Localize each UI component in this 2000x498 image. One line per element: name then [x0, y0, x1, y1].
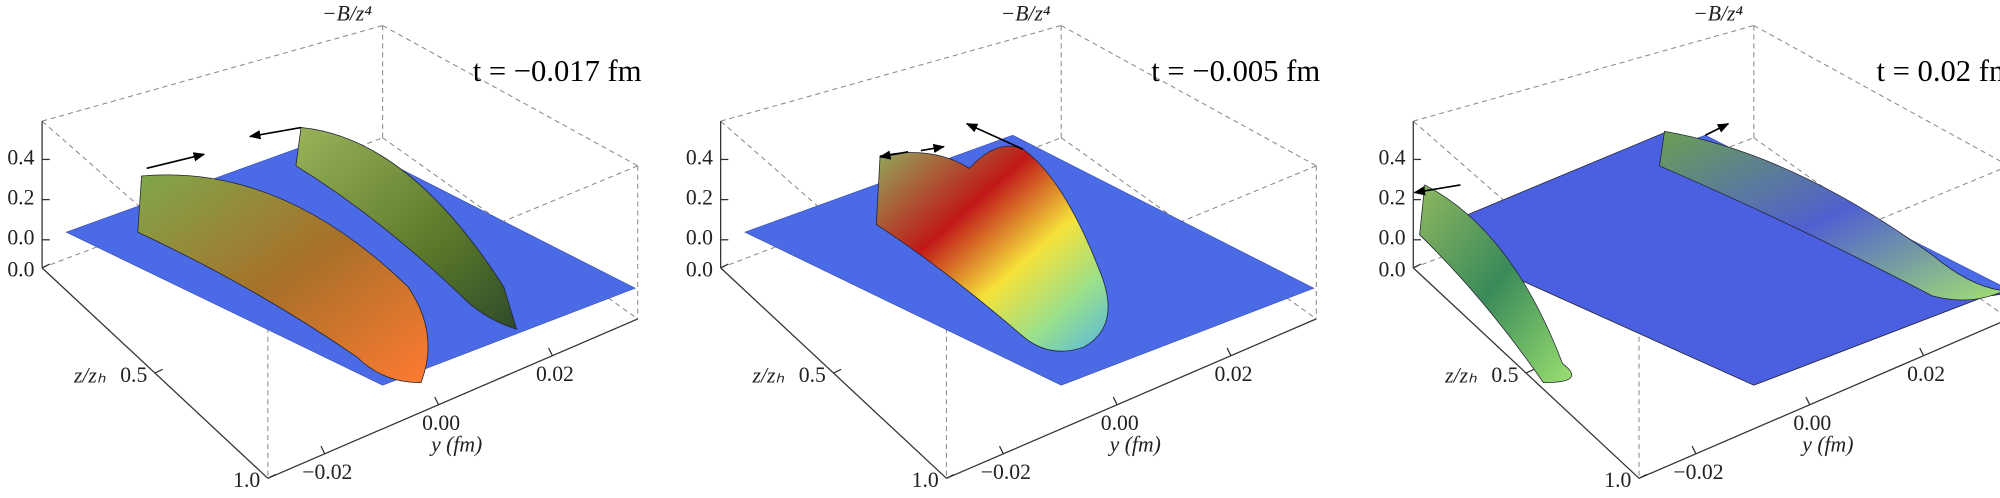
box-edge	[41, 120, 269, 320]
x-tick-label: 0.0	[1379, 258, 1406, 282]
y-axis-label: y (fm)	[1800, 432, 1853, 456]
x-tick-label: 0.0	[7, 258, 34, 282]
box-edge	[382, 25, 639, 167]
x-tick-label: 0.5	[799, 363, 826, 387]
x-axis-label: z/zₕ	[1444, 364, 1477, 388]
x-axis-label: z/zₕ	[752, 364, 785, 388]
surface	[875, 145, 1109, 352]
tick-mark	[320, 445, 326, 455]
tick-mark	[1226, 347, 1232, 356]
tick-mark	[1919, 347, 1925, 356]
x-tick-label: 0.5	[1491, 363, 1518, 387]
tick-mark	[1112, 396, 1118, 406]
z-tick-label: 0.0	[7, 226, 34, 250]
panel-title: t = 0.02 fm	[1876, 54, 2000, 88]
y-axis	[946, 318, 1317, 479]
y-tick-label: 0.00	[422, 411, 460, 435]
tick-mark	[547, 347, 553, 356]
y-tick-label: −0.02	[1673, 460, 1723, 484]
y-axis-label: y (fm)	[429, 432, 482, 456]
y-axis	[267, 318, 639, 479]
box-edge	[1060, 25, 1317, 167]
tick-mark	[1805, 396, 1811, 406]
surface	[1659, 130, 2000, 301]
z-tick-label: 0.4	[7, 145, 34, 169]
arrow	[146, 152, 206, 170]
tick-mark	[998, 445, 1004, 455]
surface	[295, 127, 518, 330]
y-tick-label: 0.02	[536, 362, 574, 386]
z-axis-label: −B/z⁴	[1693, 1, 1743, 25]
surface	[137, 174, 429, 384]
arrow	[248, 126, 302, 140]
z-tick-label: 0.2	[686, 186, 713, 210]
tick-mark	[1691, 445, 1697, 455]
box-edge	[720, 25, 1062, 122]
panel: 0.0 0.2 0.4 0.0 0.5 1.0 −0.02 0.00 0.02 −B/z⁴ z/zₕ…	[1379, 1, 2000, 492]
tick-mark	[1638, 473, 1647, 479]
tick-mark	[267, 473, 276, 479]
y-tick-label: −0.02	[302, 460, 352, 484]
z-axis-label: −B/z⁴	[1001, 1, 1051, 25]
y-axis-label: y (fm)	[1108, 432, 1161, 456]
y-tick-label: 0.02	[1907, 362, 1945, 386]
tick-mark	[154, 368, 163, 374]
arrow	[965, 122, 1024, 150]
y-tick-label: 0.02	[1215, 362, 1253, 386]
arrow	[878, 150, 909, 160]
tick-mark	[41, 263, 51, 269]
panel-title: t = −0.017 fm	[473, 54, 642, 88]
arrow	[1413, 184, 1461, 196]
box-edge	[41, 25, 383, 122]
x-tick-label: 1.0	[1604, 468, 1631, 492]
surface	[1419, 184, 1573, 384]
tick-mark	[833, 368, 842, 374]
y-axis	[1638, 322, 2000, 479]
box-edge	[1753, 25, 2000, 162]
box-edge	[720, 120, 947, 320]
x-tick-label: 1.0	[912, 468, 939, 492]
x-axis-label: z/zₕ	[73, 364, 106, 388]
panel-title: t = −0.005 fm	[1151, 54, 1320, 88]
y-tick-label: 0.00	[1101, 411, 1139, 435]
z-tick-label: 0.0	[1379, 226, 1406, 250]
panel: 0.0 0.2 0.4 0.0 0.5 1.0 −0.02 0.00 0.02 −B/z⁴ z/zₕ…	[7, 1, 641, 492]
x-tick-label: 0.5	[120, 363, 147, 387]
tick-mark	[720, 263, 729, 269]
tick-mark	[946, 473, 955, 479]
x-tick-label: 1.0	[233, 468, 260, 492]
z-tick-label: 0.0	[686, 226, 713, 250]
x-tick-label: 0.0	[686, 258, 713, 282]
z-tick-label: 0.2	[1379, 186, 1406, 210]
arrow	[1704, 122, 1730, 136]
box-edge	[1412, 120, 1640, 320]
tick-mark	[1412, 263, 1422, 269]
tick-mark	[1525, 368, 1535, 374]
arrow	[920, 143, 946, 153]
y-tick-label: −0.02	[981, 460, 1031, 484]
z-tick-label: 0.4	[1379, 145, 1406, 169]
panel: 0.0 0.2 0.4 0.0 0.5 1.0 −0.02 0.00 0.02 −B/z⁴ z/zₕ…	[686, 1, 1320, 492]
z-axis-label: −B/z⁴	[322, 1, 372, 25]
y-tick-label: 0.00	[1793, 411, 1831, 435]
tick-mark	[434, 396, 440, 406]
z-tick-label: 0.2	[7, 186, 34, 210]
box-edge	[1413, 25, 1754, 122]
z-tick-label: 0.4	[686, 145, 713, 169]
